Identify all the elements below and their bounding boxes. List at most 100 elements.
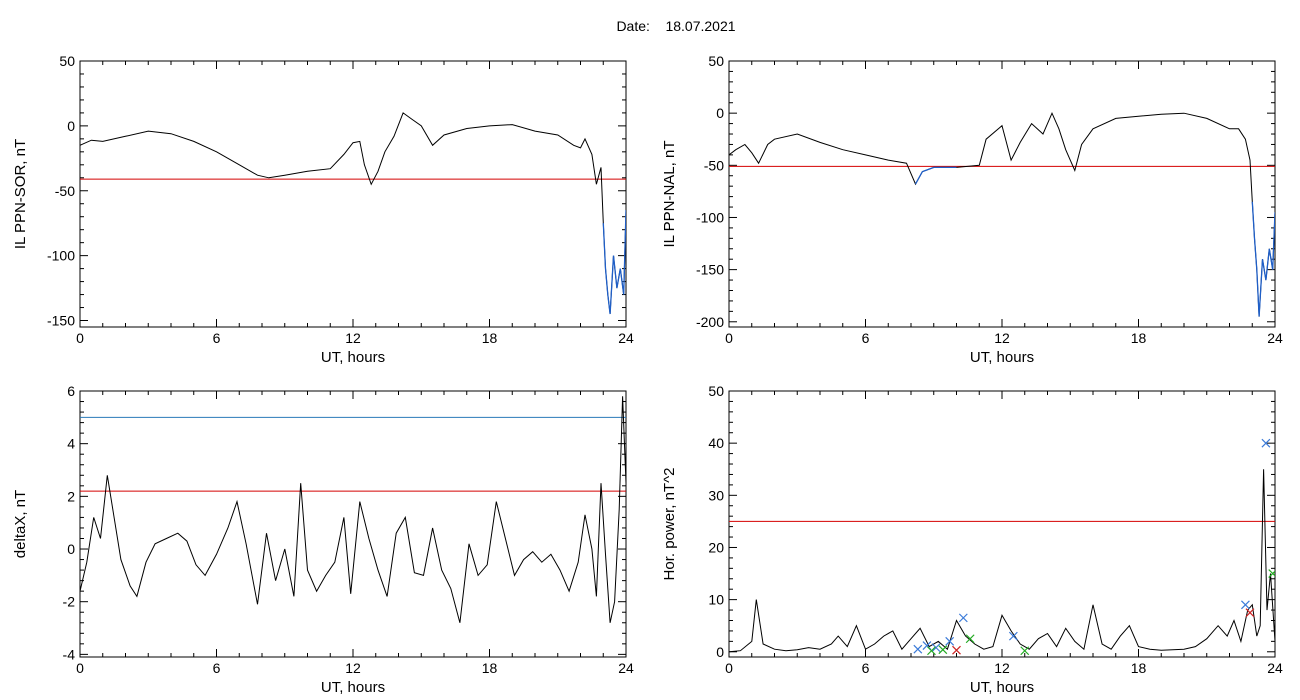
marker-stroke — [913, 644, 923, 654]
y-axis-label: Hor. power, nT^2 — [661, 468, 678, 581]
plot-frame — [79, 60, 627, 328]
x-tick-label: 24 — [618, 660, 634, 676]
x-tick-label: 18 — [1131, 660, 1147, 676]
y-axis-label: deltaX, nT — [12, 490, 29, 558]
marker-stroke — [938, 645, 948, 655]
below-threshold-segment — [1251, 201, 1275, 317]
marker-blue-x — [945, 636, 955, 646]
y-tick-label: -50 — [704, 157, 724, 173]
x-tick-label: 6 — [862, 660, 870, 676]
panel-4: 0 6 12 18 24 50 40 30 20 10 0 UT, hours Hor. power, … — [661, 383, 1283, 696]
x-tick-label: 18 — [482, 330, 498, 346]
plot-area — [80, 112, 626, 315]
y-tick-label: -100 — [696, 209, 724, 225]
x-tick-label: 24 — [618, 330, 634, 346]
marker-blue-x — [931, 643, 941, 653]
y-tick-label: 50 — [708, 383, 724, 399]
y-tick-label: 4 — [67, 436, 75, 452]
plot-area — [729, 111, 1275, 317]
marker-stroke — [922, 641, 932, 650]
plot-frame — [728, 60, 1276, 328]
date-label: Date: — [616, 18, 650, 34]
marker-stroke — [965, 634, 975, 644]
chart-date-header: Date: 18.07.2021 — [0, 18, 1300, 34]
marker-blue-x — [958, 613, 968, 623]
x-tick-label: 0 — [76, 330, 84, 346]
marker-blue-x — [913, 644, 923, 654]
marker-stroke — [1020, 646, 1030, 656]
marker-stroke — [1008, 631, 1018, 641]
x-tick-label: 12 — [345, 330, 361, 346]
x-tick-label: 24 — [1267, 660, 1283, 676]
data-series-line — [80, 396, 626, 623]
y-tick-label: -50 — [55, 183, 75, 199]
marker-green-x — [1268, 569, 1275, 578]
data-series-line — [80, 112, 626, 315]
data-series-line — [729, 469, 1275, 653]
marker-stroke — [1241, 600, 1250, 610]
y-tick-label: 50 — [708, 53, 724, 69]
y-tick-label: 20 — [708, 539, 724, 555]
marker-stroke — [945, 636, 955, 646]
marker-stroke — [931, 643, 941, 653]
x-tick-label: 18 — [1131, 330, 1147, 346]
plot-frame — [79, 390, 627, 658]
x-tick-label: 0 — [725, 660, 733, 676]
x-tick-label: 6 — [862, 330, 870, 346]
y-tick-label: 0 — [716, 105, 724, 121]
marker-green-x — [927, 646, 936, 656]
below-threshold-segment — [914, 166, 957, 185]
marker-stroke — [952, 645, 961, 655]
x-tick-label: 0 — [725, 330, 733, 346]
marker-stroke — [927, 646, 936, 656]
y-tick-label: 6 — [67, 383, 75, 399]
y-tick-label: 0 — [67, 118, 75, 134]
marker-blue-x — [1008, 631, 1018, 641]
marker-stroke — [1268, 570, 1275, 578]
y-tick-label: 2 — [67, 488, 75, 504]
marker-blue-x — [1261, 438, 1271, 448]
y-axis-label: IL PPN-SOR, nT — [12, 139, 29, 249]
marker-red-x — [1245, 608, 1255, 618]
y-tick-label: 30 — [708, 487, 724, 503]
marker-stroke — [958, 613, 968, 623]
marker-red-x — [952, 645, 961, 655]
plot-frame — [728, 390, 1276, 658]
y-tick-label: -4 — [63, 646, 76, 662]
y-tick-label: 50 — [59, 53, 75, 69]
x-tick-label: 12 — [994, 660, 1010, 676]
data-series-line — [729, 111, 1275, 317]
marker-blue-x — [1241, 600, 1250, 610]
x-axis-label: UT, hours — [321, 349, 385, 366]
y-tick-label: 40 — [708, 435, 724, 451]
x-tick-label: 18 — [482, 660, 498, 676]
x-tick-label: 6 — [213, 660, 221, 676]
y-tick-label: -150 — [696, 262, 724, 278]
x-tick-label: 12 — [345, 660, 361, 676]
panel-3: 0 6 12 18 24 6 4 2 0 -2 -4 UT, hours deltaX, nT — [12, 383, 634, 696]
date-value: 18.07.2021 — [665, 18, 736, 34]
y-tick-label: 0 — [67, 541, 75, 557]
x-tick-label: 24 — [1267, 330, 1283, 346]
marker-stroke — [1245, 608, 1255, 618]
x-tick-label: 12 — [994, 330, 1010, 346]
y-tick-label: 10 — [708, 592, 724, 608]
below-threshold-segment — [602, 210, 626, 315]
plot-area — [80, 396, 626, 623]
panel-1: 0 6 12 18 24 50 0 -50 -100 -150 UT, hours IL PPN-SO… — [12, 53, 634, 366]
x-tick-label: 0 — [76, 660, 84, 676]
y-tick-label: -2 — [63, 594, 76, 610]
panel-2: 0 6 12 18 24 50 0 -50 -100 -150 -200 UT, hours IL PP… — [661, 53, 1283, 366]
y-tick-label: -200 — [696, 314, 724, 330]
x-axis-label: UT, hours — [321, 679, 385, 696]
x-tick-label: 6 — [213, 330, 221, 346]
marker-green-x — [965, 634, 975, 644]
plot-area — [729, 438, 1275, 656]
x-axis-label: UT, hours — [970, 349, 1034, 366]
marker-green-x — [938, 645, 948, 655]
y-tick-label: -150 — [47, 313, 75, 329]
marker-stroke — [1261, 438, 1271, 448]
y-tick-label: -100 — [47, 248, 75, 264]
x-axis-label: UT, hours — [970, 679, 1034, 696]
